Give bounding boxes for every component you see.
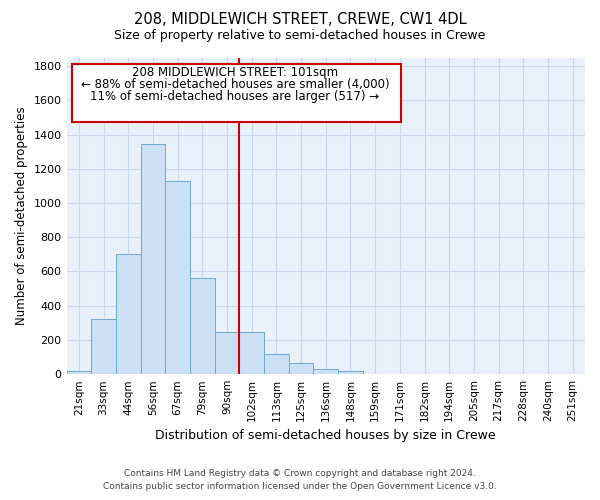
Bar [215,332,239,374]
Bar [313,369,338,374]
Bar [140,144,165,374]
Text: 11% of semi-detached houses are larger (517) →: 11% of semi-detached houses are larger (… [91,90,380,103]
FancyBboxPatch shape [72,64,401,122]
Text: Size of property relative to semi-detached houses in Crewe: Size of property relative to semi-detach… [115,29,485,42]
Y-axis label: Number of semi-detached properties: Number of semi-detached properties [15,106,28,325]
Bar [67,371,91,374]
Bar [165,180,190,374]
Bar [264,354,289,374]
Text: 208 MIDDLEWICH STREET: 101sqm: 208 MIDDLEWICH STREET: 101sqm [132,66,338,80]
Text: Contains HM Land Registry data © Crown copyright and database right 2024.
Contai: Contains HM Land Registry data © Crown c… [103,469,497,491]
Text: 208, MIDDLEWICH STREET, CREWE, CW1 4DL: 208, MIDDLEWICH STREET, CREWE, CW1 4DL [134,12,466,28]
X-axis label: Distribution of semi-detached houses by size in Crewe: Distribution of semi-detached houses by … [155,430,496,442]
Text: ← 88% of semi-detached houses are smaller (4,000): ← 88% of semi-detached houses are smalle… [81,78,389,91]
Bar [289,363,313,374]
Bar [116,254,140,374]
Bar [91,318,116,374]
Bar [338,371,363,374]
Bar [190,278,215,374]
Bar [239,332,264,374]
